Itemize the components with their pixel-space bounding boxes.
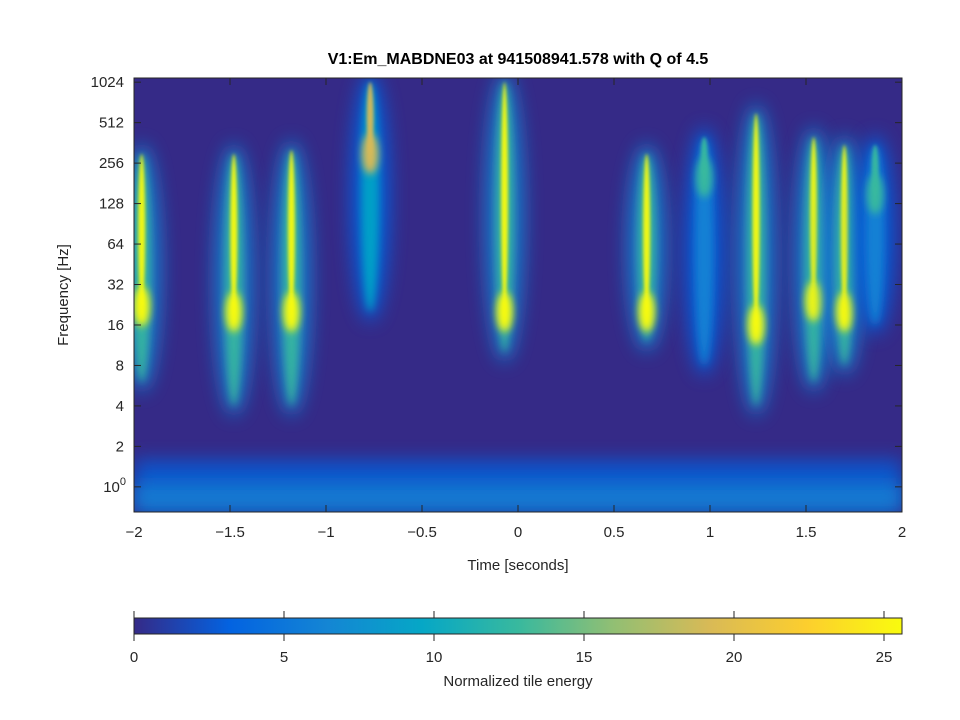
y-tick-label: 16 [107, 317, 124, 334]
y-tick-label: 256 [99, 155, 124, 172]
x-tick-label: 0 [514, 524, 522, 541]
x-tick-label: 2 [898, 524, 906, 541]
y-tick-label: 100 [103, 476, 126, 496]
event-stem [230, 153, 238, 312]
event-peak [638, 291, 655, 332]
y-tick-label: 2 [116, 438, 124, 455]
event-peak [496, 291, 513, 332]
colorbar-gradient [133, 617, 903, 635]
x-tick-label: −1.5 [215, 524, 245, 541]
high-frequency-streaks [134, 82, 890, 208]
event-stem [287, 150, 295, 312]
event-mark [626, 143, 667, 352]
y-axis: 100 2 4 8 16 32 64 128 256 512 1024 [91, 74, 902, 496]
y-tick-label: 1024 [91, 74, 124, 91]
event-mark [271, 140, 312, 416]
low-frequency-band [134, 459, 902, 512]
y-tick-label: 128 [99, 196, 124, 213]
event-peak [225, 291, 242, 332]
event-stem [643, 153, 651, 312]
y-tick-label: 32 [107, 277, 124, 294]
event-peak [283, 291, 300, 332]
y-tick-label: 8 [116, 357, 124, 374]
colorbar-ticks: 0 5 10 15 20 25 [130, 611, 893, 666]
colorbar-tick-label: 25 [876, 649, 893, 666]
colorbar-tick-label: 15 [576, 649, 593, 666]
x-tick-label: 1.5 [796, 524, 817, 541]
x-tick-label: 1 [706, 524, 714, 541]
event-mark [684, 127, 725, 376]
colorbar-tick-label: 20 [726, 649, 743, 666]
event-body [695, 137, 714, 366]
event-mark [855, 134, 896, 335]
y-tick-label: 512 [99, 115, 124, 132]
colorbar-tick-label: 0 [130, 649, 138, 666]
colorbar-label: Normalized tile energy [443, 673, 593, 690]
x-tick-label: 0.5 [604, 524, 625, 541]
x-tick-label: −0.5 [407, 524, 437, 541]
event-peak [836, 291, 853, 332]
event-peak [362, 133, 379, 174]
event-mark [736, 103, 777, 416]
event-stem [810, 137, 818, 302]
event-peak [867, 174, 884, 215]
colorbar-tick-label: 5 [280, 649, 288, 666]
event-stem [840, 144, 848, 312]
event-mark [350, 78, 391, 322]
event-peak [805, 281, 822, 322]
event-mark [793, 127, 834, 393]
event-mark [134, 143, 162, 393]
x-tick-label: −1 [317, 524, 334, 541]
chart-title: V1:Em_MABDNE03 at 941508941.578 with Q o… [328, 51, 709, 68]
y-tick-label: 64 [107, 236, 124, 253]
event-peak [748, 304, 765, 345]
event-mark [824, 134, 865, 376]
energy-events [134, 78, 896, 416]
y-tick-label: 4 [116, 398, 124, 415]
x-axis-label: Time [seconds] [467, 557, 568, 574]
event-stem [138, 153, 146, 307]
event-mark [213, 143, 254, 416]
event-mark [484, 78, 525, 363]
y-axis-label: Frequency [Hz] [55, 244, 72, 346]
colorbar: 0 5 10 15 20 25 Normalized tile energy [130, 611, 903, 690]
event-peak [134, 286, 150, 327]
event-stem [752, 113, 760, 325]
x-tick-label: −2 [125, 524, 142, 541]
event-peak [696, 157, 713, 198]
x-axis: −2 −1.5 −1 −0.5 0 0.5 1 1.5 2 [125, 78, 906, 541]
colorbar-tick-label: 10 [426, 649, 443, 666]
event-stem [501, 82, 509, 312]
heatmap-area [134, 78, 902, 512]
